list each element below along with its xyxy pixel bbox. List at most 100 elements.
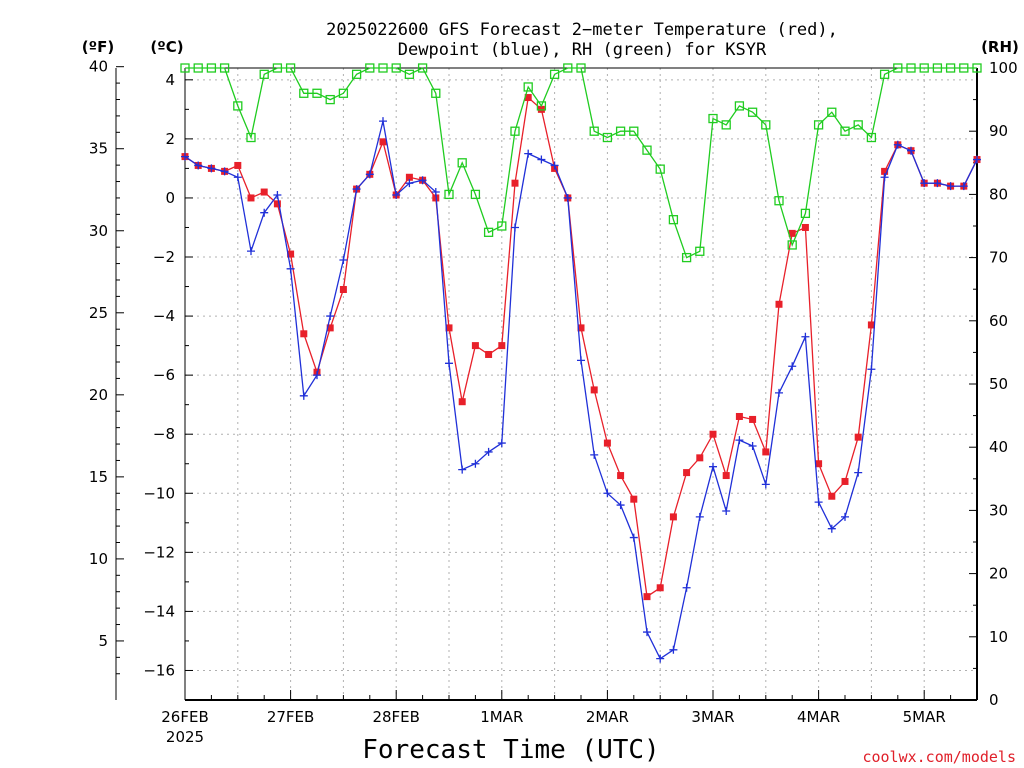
temperature-point [590,386,598,394]
dewpoint-point [524,149,533,158]
celsius-unit-label: (ºC) [150,38,183,56]
credit-text: coolwx.com/models [862,748,1016,766]
rh-tick-label: 60 [989,312,1008,330]
rh-point [431,88,441,98]
rh-point [919,63,929,73]
rh-point [549,69,560,79]
dewpoint-point [233,173,242,182]
dewpoint-point [920,179,929,188]
dewpoint-point [933,179,942,188]
dewpoint-point [748,442,757,451]
temperature-point [273,200,281,208]
rh-point [233,101,243,111]
rh-point [932,63,943,73]
celsius-tick-label: −16 [143,661,175,679]
dewpoint-point [260,208,269,217]
rh-point [945,63,956,73]
fahrenheit-tick-label: 30 [89,222,108,240]
dewpoint-point [445,359,453,368]
x-axis-year: 2025 [166,728,204,746]
temperature-point [815,460,823,468]
fahrenheit-tick-label: 10 [89,550,108,568]
axes: 510152025303540−16−14−12−10−8−6−4−202401… [89,58,1018,726]
temperature-point [511,179,519,187]
dewpoint-point [220,167,229,176]
x-axis-title: Forecast Time (UTC) [362,735,659,765]
x-tick-label: 2MAR [586,708,629,726]
dewpoint-point [339,255,348,264]
dewpoint-point [735,436,744,445]
rh-point [351,69,362,79]
temperature-point [458,398,466,406]
dewpoint-point [207,164,216,173]
dewpoint-point [616,501,625,510]
rh-point [285,63,296,73]
rh-point [576,63,586,73]
rh-point [193,63,203,73]
dewpoint-point [775,388,783,397]
temperature-point [498,342,506,350]
temperature-point [696,454,704,462]
temperature-point [683,469,691,477]
rh-point [893,63,903,73]
rh-point [365,63,375,73]
dewpoint-point [629,533,638,542]
rh-point [959,63,969,73]
rh-tick-label: 30 [989,501,1008,519]
temperature-point [485,350,493,358]
dewpoint-point [841,512,849,521]
celsius-tick-label: −8 [153,425,175,443]
rh-point [708,113,718,124]
rh-point [457,158,467,168]
celsius-tick-label: −2 [153,248,175,266]
rh-point [404,69,415,79]
dewpoint-point [959,182,968,191]
chart-title-line1: 2025022600 GFS Forecast 2−meter Temperat… [326,20,838,40]
rh-point [246,132,256,143]
dewpoint-point [656,654,665,663]
dewpoint-point [326,312,335,321]
series-dewpoint [181,117,981,663]
dewpoint-point [669,645,678,654]
x-tick-label: 3MAR [691,708,734,726]
rh-point [906,63,916,73]
dewpoint-point [814,498,823,507]
celsius-tick-label: −10 [143,484,175,502]
data-series [180,63,982,663]
rh-point [642,145,652,155]
rh-point [563,63,573,73]
rh-point [813,120,824,130]
dewpoint-point [194,161,203,170]
rh-tick-label: 80 [989,185,1008,203]
dewpoint-point [511,223,519,232]
dewpoint-point [405,179,414,188]
temperature-point [287,250,295,258]
celsius-tick-label: −6 [153,366,175,384]
rh-point [312,88,322,98]
rh-point [853,120,863,130]
dewpoint-point [286,264,295,273]
rh-point [536,101,547,111]
rh-point [774,196,784,206]
temperature-point [260,188,268,196]
dewpoint-point [907,146,915,155]
rh-point [827,107,837,117]
rh-point [615,126,626,136]
x-tick-label: 1MAR [480,708,523,726]
celsius-tick-label: 0 [165,189,175,207]
rh-point [483,227,494,237]
rh-point [497,221,507,231]
celsius-tick-label: −4 [153,307,175,325]
rh-point [695,246,705,256]
rh-unit-label: (RH) [981,38,1019,56]
series-line-rh [185,67,977,259]
dewpoint-point [695,512,704,521]
dewpoint-point [827,524,836,533]
dewpoint-point [550,161,559,170]
temperature-point [339,285,347,293]
rh-point [602,132,613,143]
dewpoint-point [761,480,770,489]
rh-point [747,107,758,117]
fahrenheit-tick-label: 15 [89,468,108,486]
temperature-point [300,330,308,338]
